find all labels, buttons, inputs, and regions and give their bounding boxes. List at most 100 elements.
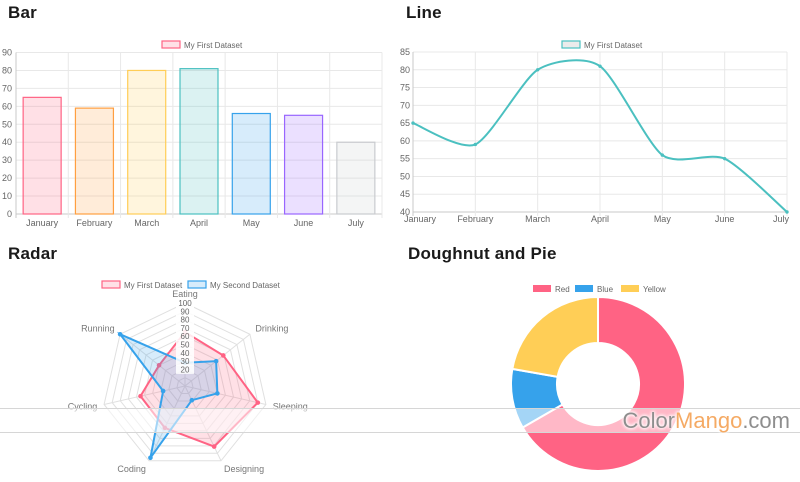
bar-june[interactable] bbox=[283, 114, 324, 215]
bar-chart-title: Bar bbox=[8, 3, 37, 22]
legend-swatch[interactable] bbox=[561, 40, 581, 49]
y-axis-tick: 65 bbox=[400, 118, 410, 128]
radar-chart-section: Radar My First Dataset My Second Dataset E… bbox=[0, 241, 400, 482]
radar-data-point[interactable] bbox=[189, 397, 195, 403]
watermark-mango-text: Mango bbox=[675, 408, 743, 433]
x-axis-label: March bbox=[134, 218, 159, 228]
legend-swatch[interactable] bbox=[533, 285, 551, 292]
radar-data-point[interactable] bbox=[213, 358, 219, 364]
x-axis-label: July bbox=[773, 214, 790, 224]
radar-point-label: Sleeping bbox=[273, 401, 308, 411]
legend-label: Yellow bbox=[643, 285, 666, 294]
y-axis-tick: 60 bbox=[400, 136, 410, 146]
y-axis-tick: 30 bbox=[2, 155, 12, 165]
doughnut-chart-canvas[interactable]: Red Blue Yellow bbox=[400, 241, 800, 482]
bar-march[interactable] bbox=[127, 69, 167, 215]
bar-july[interactable] bbox=[336, 141, 376, 215]
x-axis-label: February bbox=[76, 218, 113, 228]
radar-data-point[interactable] bbox=[215, 391, 220, 396]
line-chart-section: Line My First Dataset 40 45 50 55 60 65 70 75 80 8… bbox=[400, 0, 800, 241]
radar-point-label: Cycling bbox=[68, 401, 98, 411]
bar-february[interactable] bbox=[74, 107, 115, 215]
bar-chart-section: Bar My First Dataset 0 10 20 30 40 50 60 70 80 90 J… bbox=[0, 0, 400, 241]
x-axis-label: June bbox=[715, 214, 735, 224]
x-axis-label: April bbox=[591, 214, 609, 224]
radar-data-point[interactable] bbox=[160, 388, 166, 394]
y-axis-tick: 70 bbox=[400, 100, 410, 110]
radar-scale-tick: 40 bbox=[181, 349, 190, 358]
x-axis-label: February bbox=[457, 214, 494, 224]
bar-april[interactable] bbox=[179, 68, 219, 215]
y-axis-tick: 85 bbox=[400, 47, 410, 57]
bar-january[interactable] bbox=[22, 96, 62, 215]
radar-data-point[interactable] bbox=[117, 331, 123, 337]
legend-label: My First Dataset bbox=[124, 281, 183, 290]
line-data-point[interactable] bbox=[785, 210, 789, 214]
watermark-bar: ColorMango.com bbox=[0, 408, 800, 433]
y-axis-tick: 80 bbox=[2, 65, 12, 75]
line-data-point[interactable] bbox=[473, 142, 478, 147]
legend-swatch[interactable] bbox=[161, 40, 181, 49]
radar-data-point[interactable] bbox=[148, 455, 153, 461]
doughnut-chart-section: Doughnut and Pie Red Blue Yellow bbox=[400, 241, 800, 482]
line-data-point[interactable] bbox=[660, 153, 665, 157]
y-axis-tick: 20 bbox=[2, 173, 12, 183]
line-chart-canvas[interactable]: My First Dataset 40 45 50 55 60 65 70 75 80 85 Janu… bbox=[400, 0, 800, 241]
y-axis-tick: 10 bbox=[2, 191, 12, 201]
doughnut-chart-title: Doughnut and Pie bbox=[408, 244, 557, 263]
radar-scale-tick: 70 bbox=[181, 324, 190, 333]
radar-chart-canvas[interactable]: My First Dataset My Second Dataset Eating D… bbox=[0, 241, 400, 482]
radar-data-point[interactable] bbox=[138, 393, 143, 399]
y-axis-tick: 75 bbox=[400, 83, 410, 93]
radar-scale-tick: 60 bbox=[181, 332, 190, 341]
line-data-point[interactable] bbox=[722, 156, 727, 161]
x-axis-label: May bbox=[654, 214, 672, 224]
radar-point-label: Running bbox=[81, 324, 115, 334]
watermark-color-text: Color bbox=[622, 408, 676, 433]
y-axis-tick: 60 bbox=[2, 101, 12, 111]
legend-label: My First Dataset bbox=[184, 41, 243, 50]
radar-scale-tick: 20 bbox=[181, 365, 190, 374]
x-axis-label: May bbox=[243, 218, 261, 228]
radar-data-point[interactable] bbox=[156, 363, 162, 368]
legend-swatch[interactable] bbox=[101, 280, 121, 289]
watermark-domain-suffix: .com bbox=[742, 408, 790, 433]
legend-label: My Second Dataset bbox=[210, 281, 281, 290]
radar-scale-tick: 50 bbox=[181, 341, 190, 350]
x-axis-label: April bbox=[190, 218, 208, 228]
y-axis-tick: 50 bbox=[400, 171, 410, 181]
line-data-point[interactable] bbox=[411, 121, 415, 125]
radar-scale-tick: 100 bbox=[178, 299, 192, 308]
legend-label: My First Dataset bbox=[584, 41, 643, 50]
legend-label: Blue bbox=[597, 285, 614, 294]
x-axis-label: March bbox=[525, 214, 550, 224]
bar-chart-canvas[interactable]: My First Dataset 0 10 20 30 40 50 60 70 80 90 Janua… bbox=[0, 0, 400, 241]
y-axis-tick: 40 bbox=[2, 137, 12, 147]
radar-scale-tick: 80 bbox=[181, 316, 190, 325]
radar-chart-title: Radar bbox=[8, 244, 58, 263]
legend-swatch[interactable] bbox=[187, 280, 207, 289]
line-data-point[interactable] bbox=[535, 68, 540, 72]
radar-data-point[interactable] bbox=[211, 444, 217, 449]
line-data-point[interactable] bbox=[598, 64, 602, 68]
radar-point-label: Coding bbox=[117, 464, 146, 474]
radar-data-point[interactable] bbox=[255, 400, 261, 405]
y-axis-tick: 50 bbox=[2, 119, 12, 129]
radar-point-label: Drinking bbox=[255, 324, 288, 334]
legend-label: Red bbox=[555, 285, 570, 294]
x-axis-label: July bbox=[348, 218, 365, 228]
legend-swatch[interactable] bbox=[575, 285, 593, 292]
doughnut-slice-yellow[interactable] bbox=[511, 295, 599, 379]
y-axis-tick: 55 bbox=[400, 154, 410, 164]
y-axis-tick: 40 bbox=[400, 207, 410, 217]
y-axis-tick: 0 bbox=[7, 209, 12, 219]
x-axis-label: June bbox=[294, 218, 314, 228]
radar-scale-tick: 90 bbox=[181, 307, 190, 316]
x-axis-label: January bbox=[26, 218, 59, 228]
bar-may[interactable] bbox=[231, 112, 271, 215]
radar-data-point[interactable] bbox=[220, 353, 226, 358]
y-axis-tick: 90 bbox=[2, 48, 12, 58]
radar-point-label: Designing bbox=[224, 464, 264, 474]
y-axis-tick: 70 bbox=[2, 83, 12, 93]
legend-swatch[interactable] bbox=[621, 285, 639, 292]
